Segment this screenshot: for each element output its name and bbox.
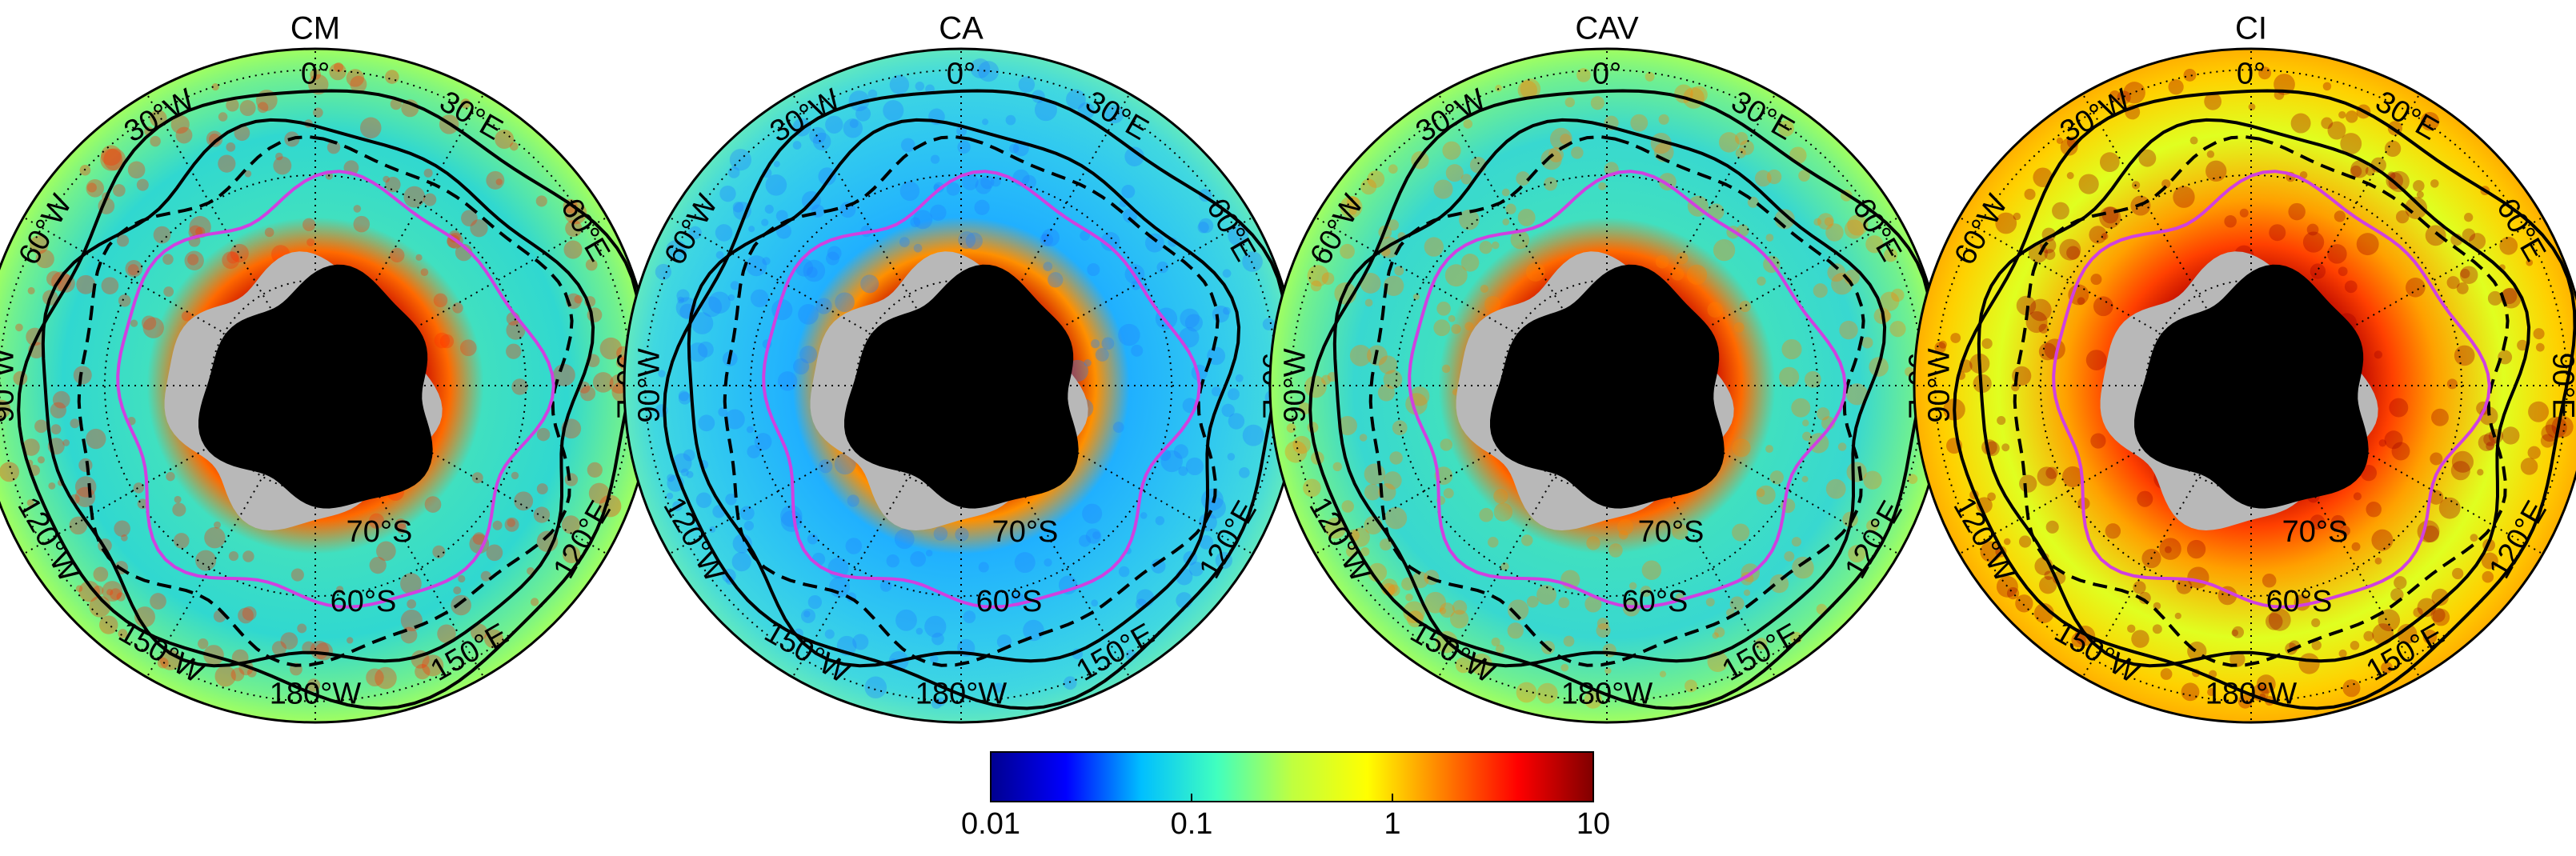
colorbar-tick-label: 10 (1576, 807, 1610, 841)
longitude-label: 90°W (0, 348, 21, 422)
front-solid (663, 89, 1287, 710)
latitude-label: 70°S (2282, 515, 2349, 549)
latitude-label: 60°S (2266, 585, 2333, 618)
front-dashed (2013, 135, 2510, 667)
longitude-label: 0° (2237, 58, 2266, 91)
ice-edge (1408, 170, 1847, 609)
colorbar (990, 751, 1594, 802)
panel-title: CM (290, 11, 340, 46)
longitude-label: 90°W (1923, 348, 1957, 422)
map-panel: 0°30°E60°E90°E120°E150°E180°W150°W120°W9… (1268, 47, 1945, 724)
front-solid (1977, 118, 2531, 668)
longitude-label: 0° (947, 58, 976, 91)
graticule (2145, 279, 2358, 492)
longitude-label: 90°W (633, 348, 667, 422)
front-solid (1953, 89, 2576, 710)
colorbar-tick-label: 0.1 (1171, 807, 1213, 841)
latitude-label: 70°S (1638, 515, 1705, 549)
ice-edge (2052, 170, 2491, 609)
longitude-label: 180°W (270, 677, 362, 710)
map-panel: 0°30°E60°E90°E120°E150°E180°W150°W120°W9… (623, 47, 1300, 724)
ice-edge (762, 170, 1201, 609)
ice-edge (116, 170, 555, 609)
map-panel: 0°30°E60°E90°E120°E150°E180°W150°W120°W9… (1913, 47, 2576, 724)
longitude-label: 0° (301, 58, 330, 91)
longitude-label: 90°W (1279, 348, 1312, 422)
front-solid (17, 89, 641, 710)
longitude-label: 180°W (915, 677, 1008, 710)
panel-title: CAV (1575, 11, 1639, 46)
latitude-label: 70°S (992, 515, 1059, 549)
latitude-label: 60°S (976, 585, 1043, 618)
front-solid (41, 118, 595, 668)
front-dashed (723, 135, 1220, 667)
longitude-label: 90°E (2546, 353, 2576, 419)
graticule (209, 279, 422, 492)
latitude-label: 60°S (1622, 585, 1689, 618)
graticule (855, 279, 1068, 492)
graticule (103, 174, 527, 598)
graticule (749, 174, 1173, 598)
front-dashed (1368, 135, 1865, 667)
latitude-label: 60°S (331, 585, 397, 618)
longitude-label: 180°W (1561, 677, 1653, 710)
latitude-label: 70°S (347, 515, 413, 549)
front-solid (1332, 118, 1887, 668)
front-dashed (77, 135, 574, 667)
map-panel: 0°30°E60°E90°E120°E150°E180°W150°W120°W9… (0, 47, 654, 724)
front-solid (1308, 89, 1933, 710)
map-border (1913, 47, 2576, 724)
graticule (2039, 174, 2463, 598)
panel-title: CI (2235, 11, 2267, 46)
panel-title: CA (939, 11, 984, 46)
graticule (1395, 174, 1819, 598)
colorbar-tick-label: 1 (1384, 807, 1400, 841)
front-solid (687, 118, 1241, 668)
longitude-label: 0° (1592, 58, 1621, 91)
longitude-label: 180°W (2205, 677, 2298, 710)
colorbar-tick-label: 0.01 (961, 807, 1020, 841)
graticule (1500, 279, 1713, 492)
